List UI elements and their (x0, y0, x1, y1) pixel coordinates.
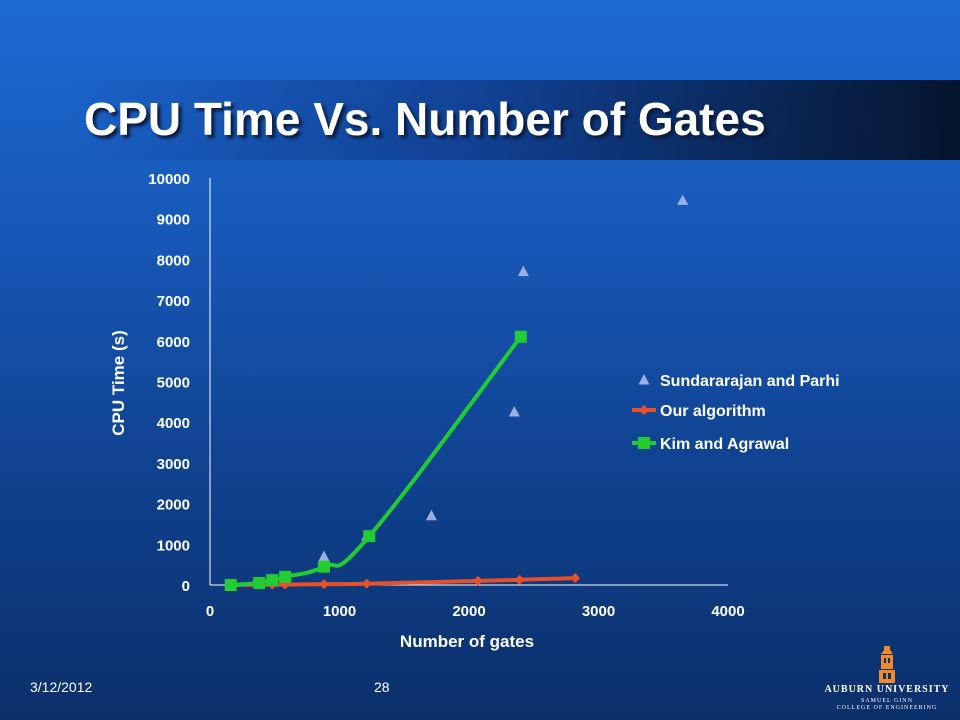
legend-label: Our algorithm (660, 403, 766, 420)
series-square (224, 330, 527, 591)
data-point (517, 265, 529, 277)
legend-marker (638, 437, 650, 449)
x-tick-label: 3000 (582, 603, 615, 620)
data-point (363, 530, 376, 543)
data-point (677, 194, 689, 205)
university-logo: AUBURN UNIVERSITY SAMUEL GINN COLLEGE OF… (822, 646, 952, 716)
data-point (318, 579, 329, 590)
data-point (224, 579, 237, 591)
data-point (318, 550, 330, 562)
data-point (253, 576, 266, 589)
legend-marker (638, 374, 650, 385)
chart-axes: 0 1000 2000 3000 4000 5000 6000 7000 8000 9000 100… (148, 171, 744, 620)
y-tick-label: 7000 (157, 293, 190, 310)
chart-series (224, 194, 689, 591)
y-tick-label: 10000 (148, 171, 190, 188)
logo-sub-line-1: SAMUEL GINN (861, 698, 913, 704)
chart-legend: Sundararajan and Parhi Our algorithm Kim a… (632, 373, 840, 453)
x-tick-label: 4000 (711, 603, 744, 620)
data-point (361, 578, 372, 589)
y-tick-label: 9000 (157, 212, 190, 229)
slide-page-number: 28 (374, 679, 390, 695)
data-point (317, 560, 330, 573)
logo-subtitle: SAMUEL GINN COLLEGE OF ENGINEERING (822, 698, 952, 712)
y-tick-label: 2000 (157, 497, 190, 514)
logo-sub-line-2: COLLEGE OF ENGINEERING (836, 705, 938, 711)
slide-title: CPU Time Vs. Number of Gates (84, 93, 766, 145)
series-diamond (225, 573, 581, 590)
data-point (514, 330, 527, 343)
data-point (570, 573, 581, 584)
y-axis-label: CPU Time (s) (109, 330, 128, 436)
legend-marker (639, 405, 649, 415)
y-tick-label: 8000 (157, 252, 190, 269)
legend-label: Kim and Agrawal (660, 436, 789, 453)
y-tick-label: 1000 (157, 537, 190, 554)
data-point (279, 570, 292, 583)
y-tick-label: 5000 (157, 375, 190, 392)
x-axis-label: Number of gates (400, 632, 534, 651)
logo-name: AUBURN UNIVERSITY (824, 684, 950, 695)
y-tick-label: 3000 (157, 456, 190, 473)
title-band (70, 80, 960, 160)
series-line (228, 334, 523, 587)
data-point (473, 575, 484, 586)
x-tick-label: 1000 (323, 603, 356, 620)
data-point (514, 574, 525, 585)
legend-item: Kim and Agrawal (632, 436, 789, 453)
tower-icon (879, 646, 895, 683)
y-tick-label: 0 (182, 578, 190, 595)
x-tick-label: 0 (206, 603, 214, 620)
x-tick-label: 2000 (452, 603, 485, 620)
y-tick-label: 6000 (157, 334, 190, 351)
y-tick-label: 4000 (157, 415, 190, 432)
data-point (266, 574, 279, 587)
legend-label: Sundararajan and Parhi (660, 373, 840, 390)
legend-item: Sundararajan and Parhi (638, 373, 840, 390)
slide-date: 3/12/2012 (30, 679, 93, 695)
series-triangle (225, 194, 689, 590)
legend-item: Our algorithm (632, 403, 766, 420)
data-point (425, 509, 437, 521)
data-point (508, 406, 520, 417)
